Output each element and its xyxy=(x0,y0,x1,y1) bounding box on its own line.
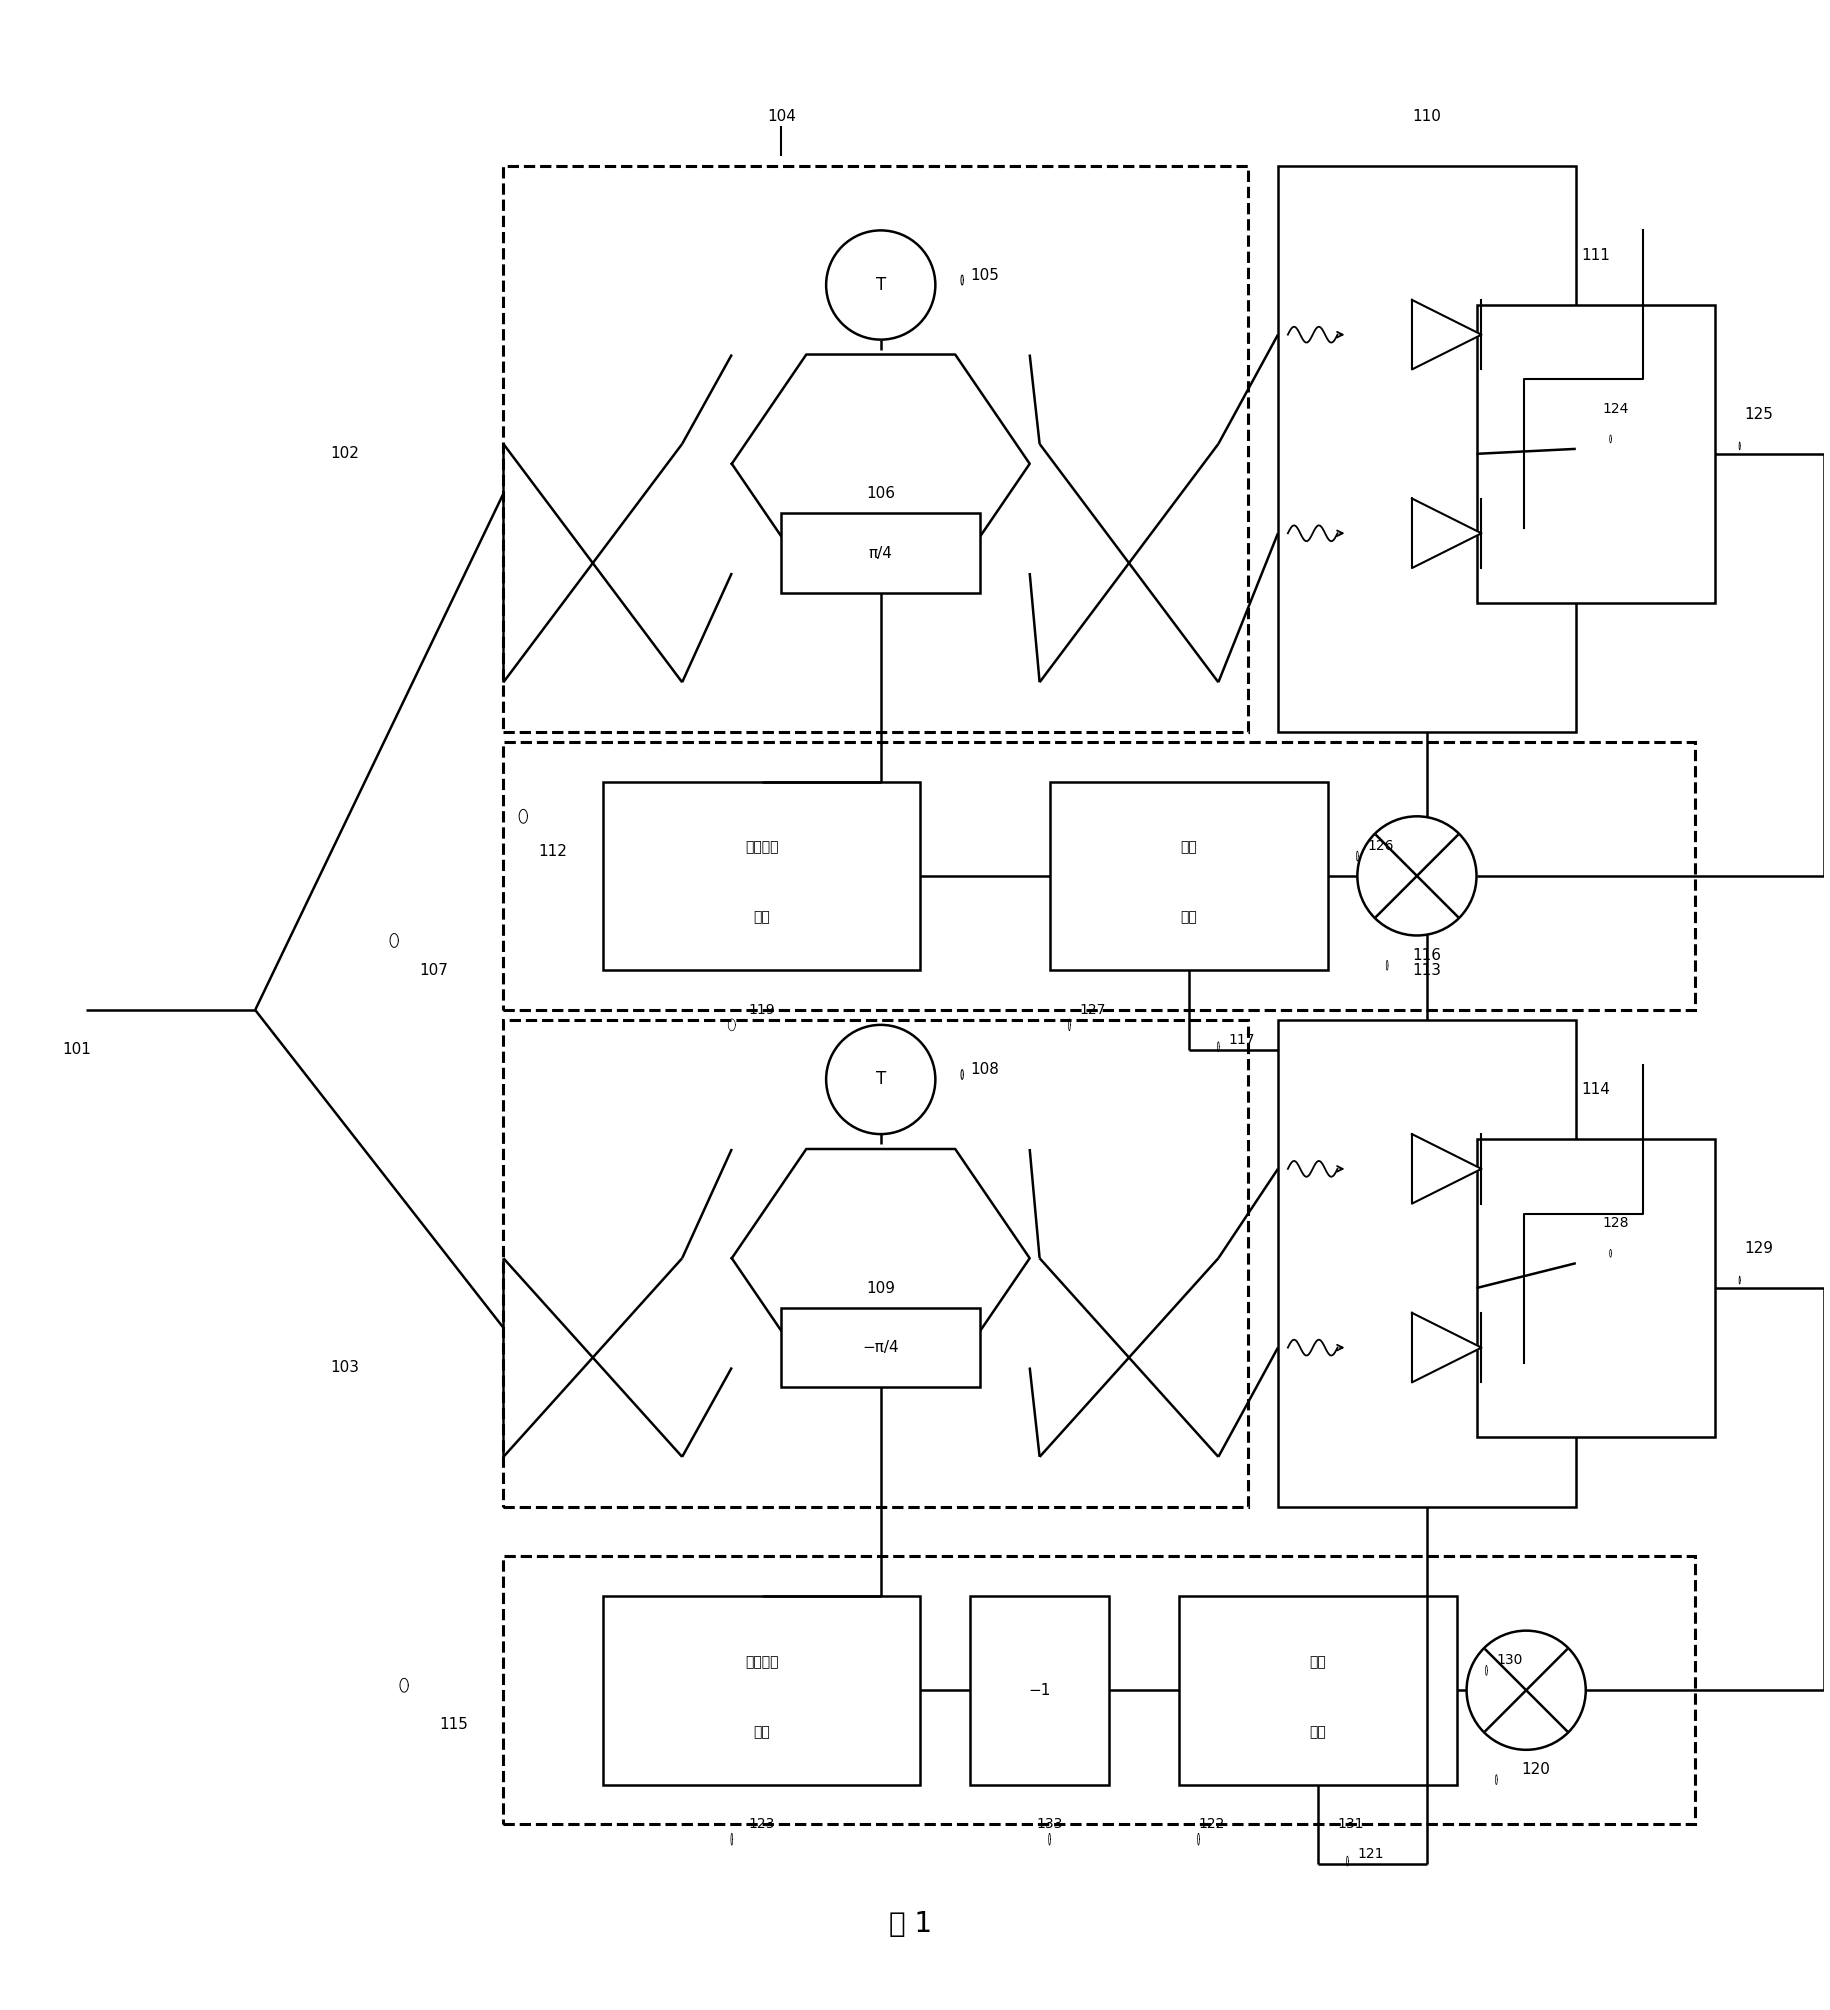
Text: 107: 107 xyxy=(419,963,448,977)
Text: −π/4: −π/4 xyxy=(862,1341,899,1355)
Text: 单元: 单元 xyxy=(752,1725,770,1739)
Text: 电路: 电路 xyxy=(1180,911,1197,925)
Text: 104: 104 xyxy=(767,109,796,125)
Circle shape xyxy=(1356,816,1475,935)
Bar xyxy=(781,513,979,593)
Bar xyxy=(1179,1596,1457,1785)
Text: 124: 124 xyxy=(1601,402,1629,416)
Bar xyxy=(503,1019,1248,1508)
Text: 113: 113 xyxy=(1411,963,1440,977)
Text: 125: 125 xyxy=(1744,406,1773,422)
Text: 102: 102 xyxy=(329,446,359,462)
Circle shape xyxy=(825,231,935,340)
Bar xyxy=(1049,782,1327,971)
Polygon shape xyxy=(732,354,1028,573)
Bar xyxy=(970,1596,1109,1785)
Text: 单元: 单元 xyxy=(752,911,770,925)
Bar xyxy=(1475,306,1715,603)
Circle shape xyxy=(825,1025,935,1134)
Bar xyxy=(503,1556,1695,1825)
Polygon shape xyxy=(1411,1134,1480,1204)
Text: 电路: 电路 xyxy=(1308,1725,1325,1739)
Polygon shape xyxy=(732,1150,1028,1367)
Text: 112: 112 xyxy=(538,844,567,858)
Text: 131: 131 xyxy=(1336,1817,1363,1831)
Text: 109: 109 xyxy=(866,1280,895,1296)
Text: 110: 110 xyxy=(1411,109,1440,125)
Bar xyxy=(503,742,1695,1009)
Text: 133: 133 xyxy=(1036,1817,1061,1831)
Text: 127: 127 xyxy=(1078,1003,1105,1017)
Text: 117: 117 xyxy=(1228,1033,1254,1047)
Text: π/4: π/4 xyxy=(867,545,893,561)
Text: 129: 129 xyxy=(1744,1240,1773,1256)
Bar xyxy=(602,1596,920,1785)
Text: 108: 108 xyxy=(970,1061,999,1077)
Bar xyxy=(1277,167,1576,732)
Polygon shape xyxy=(1411,1313,1480,1383)
Polygon shape xyxy=(1411,299,1480,370)
Text: 106: 106 xyxy=(866,486,895,500)
Text: 平均: 平均 xyxy=(1308,1654,1325,1668)
Circle shape xyxy=(1466,1630,1585,1751)
Bar xyxy=(1475,1140,1715,1437)
Text: 121: 121 xyxy=(1356,1847,1383,1861)
Text: 123: 123 xyxy=(748,1817,774,1831)
Text: 116: 116 xyxy=(1411,949,1440,963)
Text: 相位调节: 相位调节 xyxy=(745,840,778,854)
Text: −1: −1 xyxy=(1028,1682,1050,1698)
Text: 115: 115 xyxy=(439,1717,468,1733)
Bar xyxy=(503,167,1248,732)
Text: 111: 111 xyxy=(1581,247,1609,263)
Text: 119: 119 xyxy=(748,1003,774,1017)
Text: 相位调节: 相位调节 xyxy=(745,1654,778,1668)
Text: 图 1: 图 1 xyxy=(889,1910,931,1938)
Text: 128: 128 xyxy=(1601,1216,1629,1230)
Text: 126: 126 xyxy=(1367,838,1393,852)
Text: T: T xyxy=(875,1071,886,1089)
Bar xyxy=(781,1309,979,1387)
Text: 114: 114 xyxy=(1581,1081,1609,1097)
Text: 平均: 平均 xyxy=(1180,840,1197,854)
Text: 122: 122 xyxy=(1199,1817,1224,1831)
Text: 130: 130 xyxy=(1495,1654,1523,1668)
Polygon shape xyxy=(1411,498,1480,569)
Text: 105: 105 xyxy=(970,267,999,283)
Bar xyxy=(602,782,920,971)
Text: 120: 120 xyxy=(1521,1763,1550,1777)
Bar xyxy=(1277,1019,1576,1508)
Text: 103: 103 xyxy=(329,1361,359,1375)
Text: 101: 101 xyxy=(62,1043,92,1057)
Text: T: T xyxy=(875,275,886,293)
